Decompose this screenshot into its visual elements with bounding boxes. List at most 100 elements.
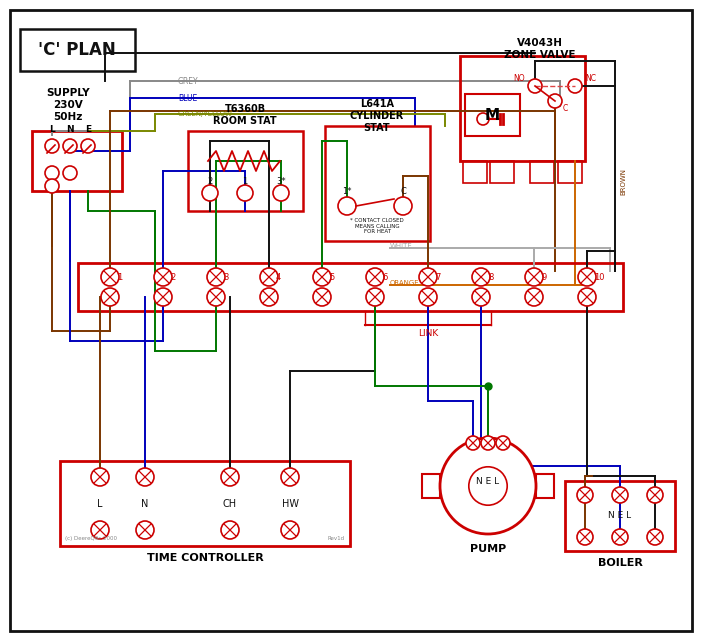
Text: 6: 6 <box>382 272 388 281</box>
Circle shape <box>577 487 593 503</box>
Circle shape <box>496 436 510 450</box>
Bar <box>78 263 623 311</box>
Text: 3*: 3* <box>276 176 286 185</box>
Text: CYLINDER: CYLINDER <box>350 111 404 121</box>
Circle shape <box>548 94 562 108</box>
Circle shape <box>154 288 172 306</box>
Bar <box>530 161 554 183</box>
Circle shape <box>281 521 299 539</box>
Circle shape <box>469 467 508 505</box>
Circle shape <box>63 139 77 153</box>
Bar <box>465 94 520 136</box>
Bar <box>422 474 440 498</box>
Circle shape <box>472 268 490 286</box>
Text: 9: 9 <box>541 272 546 281</box>
Text: 7: 7 <box>435 272 440 281</box>
Circle shape <box>63 166 77 180</box>
Circle shape <box>221 521 239 539</box>
Text: GREY: GREY <box>178 76 199 85</box>
Circle shape <box>81 139 95 153</box>
Text: NO: NO <box>513 74 525 83</box>
Circle shape <box>612 529 628 545</box>
Text: C: C <box>400 187 406 196</box>
Circle shape <box>237 185 253 201</box>
Circle shape <box>91 521 109 539</box>
Text: LINK: LINK <box>418 328 438 338</box>
Text: 10: 10 <box>594 272 604 281</box>
Text: 1*: 1* <box>343 187 352 196</box>
Circle shape <box>260 268 278 286</box>
Circle shape <box>101 268 119 286</box>
Text: SUPPLY: SUPPLY <box>46 88 90 98</box>
Text: 3: 3 <box>223 272 228 281</box>
Circle shape <box>647 529 663 545</box>
Text: L: L <box>98 499 102 509</box>
Text: 8: 8 <box>488 272 494 281</box>
Text: NC: NC <box>585 74 596 83</box>
Text: TIME CONTROLLER: TIME CONTROLLER <box>147 553 263 563</box>
Bar <box>460 56 585 161</box>
Bar <box>490 161 514 183</box>
Text: ORANGE: ORANGE <box>390 280 420 286</box>
Text: BLUE: BLUE <box>178 94 197 103</box>
Circle shape <box>466 436 480 450</box>
Circle shape <box>281 468 299 486</box>
Circle shape <box>419 288 437 306</box>
Circle shape <box>221 468 239 486</box>
Text: 4: 4 <box>276 272 282 281</box>
Bar <box>32 131 122 191</box>
Text: 1: 1 <box>117 272 122 281</box>
Text: ROOM STAT: ROOM STAT <box>213 116 277 126</box>
Circle shape <box>202 185 218 201</box>
Circle shape <box>568 79 582 93</box>
Text: 230V: 230V <box>53 100 83 110</box>
Text: N: N <box>141 499 149 509</box>
Circle shape <box>313 288 331 306</box>
Bar <box>60 461 350 546</box>
Text: T6360B: T6360B <box>225 104 265 114</box>
Text: HW: HW <box>282 499 298 509</box>
Circle shape <box>45 179 59 193</box>
Text: CH: CH <box>223 499 237 509</box>
Circle shape <box>136 521 154 539</box>
Circle shape <box>647 487 663 503</box>
Circle shape <box>394 197 412 215</box>
Circle shape <box>154 268 172 286</box>
Circle shape <box>578 268 596 286</box>
Text: N E L: N E L <box>609 512 632 520</box>
Text: E: E <box>85 124 91 133</box>
Circle shape <box>440 438 536 534</box>
Text: BROWN: BROWN <box>620 167 626 194</box>
Text: * CONTACT CLOSED
MEANS CALLING
FOR HEAT: * CONTACT CLOSED MEANS CALLING FOR HEAT <box>350 218 404 235</box>
Text: GREEN/YELLOW: GREEN/YELLOW <box>178 111 233 117</box>
Circle shape <box>338 197 356 215</box>
Circle shape <box>366 268 384 286</box>
Text: N E L: N E L <box>477 478 500 487</box>
Circle shape <box>273 185 289 201</box>
Bar <box>188 131 303 211</box>
Circle shape <box>260 288 278 306</box>
Text: ZONE VALVE: ZONE VALVE <box>504 50 576 60</box>
Circle shape <box>612 487 628 503</box>
Text: 2: 2 <box>207 176 213 185</box>
Circle shape <box>207 288 225 306</box>
Text: PUMP: PUMP <box>470 544 506 554</box>
Circle shape <box>45 139 59 153</box>
Circle shape <box>525 288 543 306</box>
Circle shape <box>472 288 490 306</box>
Bar <box>325 126 430 241</box>
Circle shape <box>136 468 154 486</box>
Text: V4043H: V4043H <box>517 38 563 48</box>
Text: N: N <box>66 124 74 133</box>
Text: 2: 2 <box>170 272 176 281</box>
Text: L641A: L641A <box>360 99 394 109</box>
Bar <box>20 29 135 71</box>
Text: BOILER: BOILER <box>597 558 642 568</box>
Bar <box>558 161 582 183</box>
Circle shape <box>481 436 495 450</box>
Circle shape <box>313 268 331 286</box>
Text: 1: 1 <box>242 176 248 185</box>
Text: 5: 5 <box>329 272 334 281</box>
Text: STAT: STAT <box>364 123 390 133</box>
Circle shape <box>577 529 593 545</box>
